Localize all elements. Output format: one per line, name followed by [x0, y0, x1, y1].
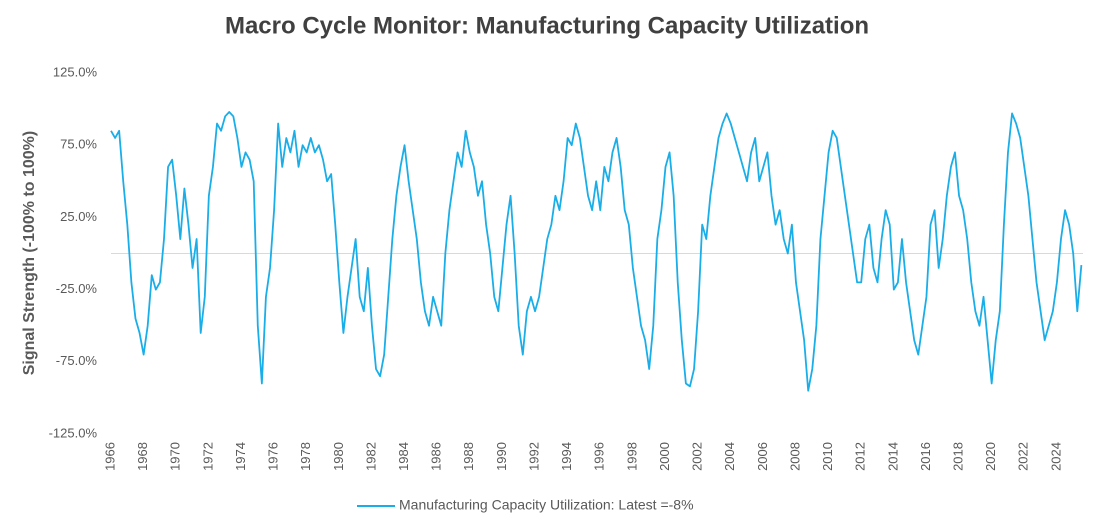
x-tick-label: 1992 — [526, 442, 541, 471]
x-tick-label: 1974 — [233, 442, 248, 471]
y-tick-label: -125.0% — [49, 425, 98, 440]
x-tick-label: 2012 — [853, 442, 868, 471]
x-tick-label: 1972 — [200, 442, 215, 471]
x-tick-label: 2002 — [690, 442, 705, 471]
y-axis-label: Signal Strength (-100% to 100%) — [21, 131, 38, 376]
x-tick-label: 1982 — [363, 442, 378, 471]
x-tick-label: 1970 — [168, 442, 183, 471]
x-tick-label: 1988 — [461, 442, 476, 471]
x-tick-label: 1996 — [592, 442, 607, 471]
x-tick-label: 1984 — [396, 442, 411, 471]
x-tick-label: 1986 — [429, 442, 444, 471]
y-tick-label: -75.0% — [56, 353, 98, 368]
x-tick-label: 1980 — [331, 442, 346, 471]
x-tick-label: 1990 — [494, 442, 509, 471]
x-tick-label: 2008 — [787, 442, 802, 471]
legend-label: Manufacturing Capacity Utilization: Late… — [399, 497, 694, 513]
x-tick-label: 1966 — [102, 442, 117, 471]
x-tick-label: 1976 — [266, 442, 281, 471]
x-tick-label: 1998 — [624, 442, 639, 471]
y-tick-label: -25.0% — [56, 281, 98, 296]
x-tick-label: 1978 — [298, 442, 313, 471]
x-tick-label: 1968 — [135, 442, 150, 471]
x-tick-label: 2004 — [722, 442, 737, 471]
x-tick-label: 2000 — [657, 442, 672, 471]
x-tick-label: 2022 — [1016, 442, 1031, 471]
x-tick-label: 2016 — [918, 442, 933, 471]
x-tick-label: 2024 — [1048, 442, 1063, 471]
series-line — [110, 111, 1083, 392]
x-tick-label: 2018 — [950, 442, 965, 471]
x-tick-label: 1994 — [559, 442, 574, 471]
x-tick-label: 2010 — [820, 442, 835, 471]
x-tick-label: 2006 — [755, 442, 770, 471]
chart-title: Macro Cycle Monitor: Manufacturing Capac… — [225, 12, 869, 39]
x-tick-label: 2014 — [885, 442, 900, 471]
y-tick-label: 75.0% — [60, 137, 97, 152]
x-tick-label: 2020 — [983, 442, 998, 471]
y-tick-label: 125.0% — [53, 64, 98, 79]
y-tick-label: 25.0% — [60, 209, 97, 224]
